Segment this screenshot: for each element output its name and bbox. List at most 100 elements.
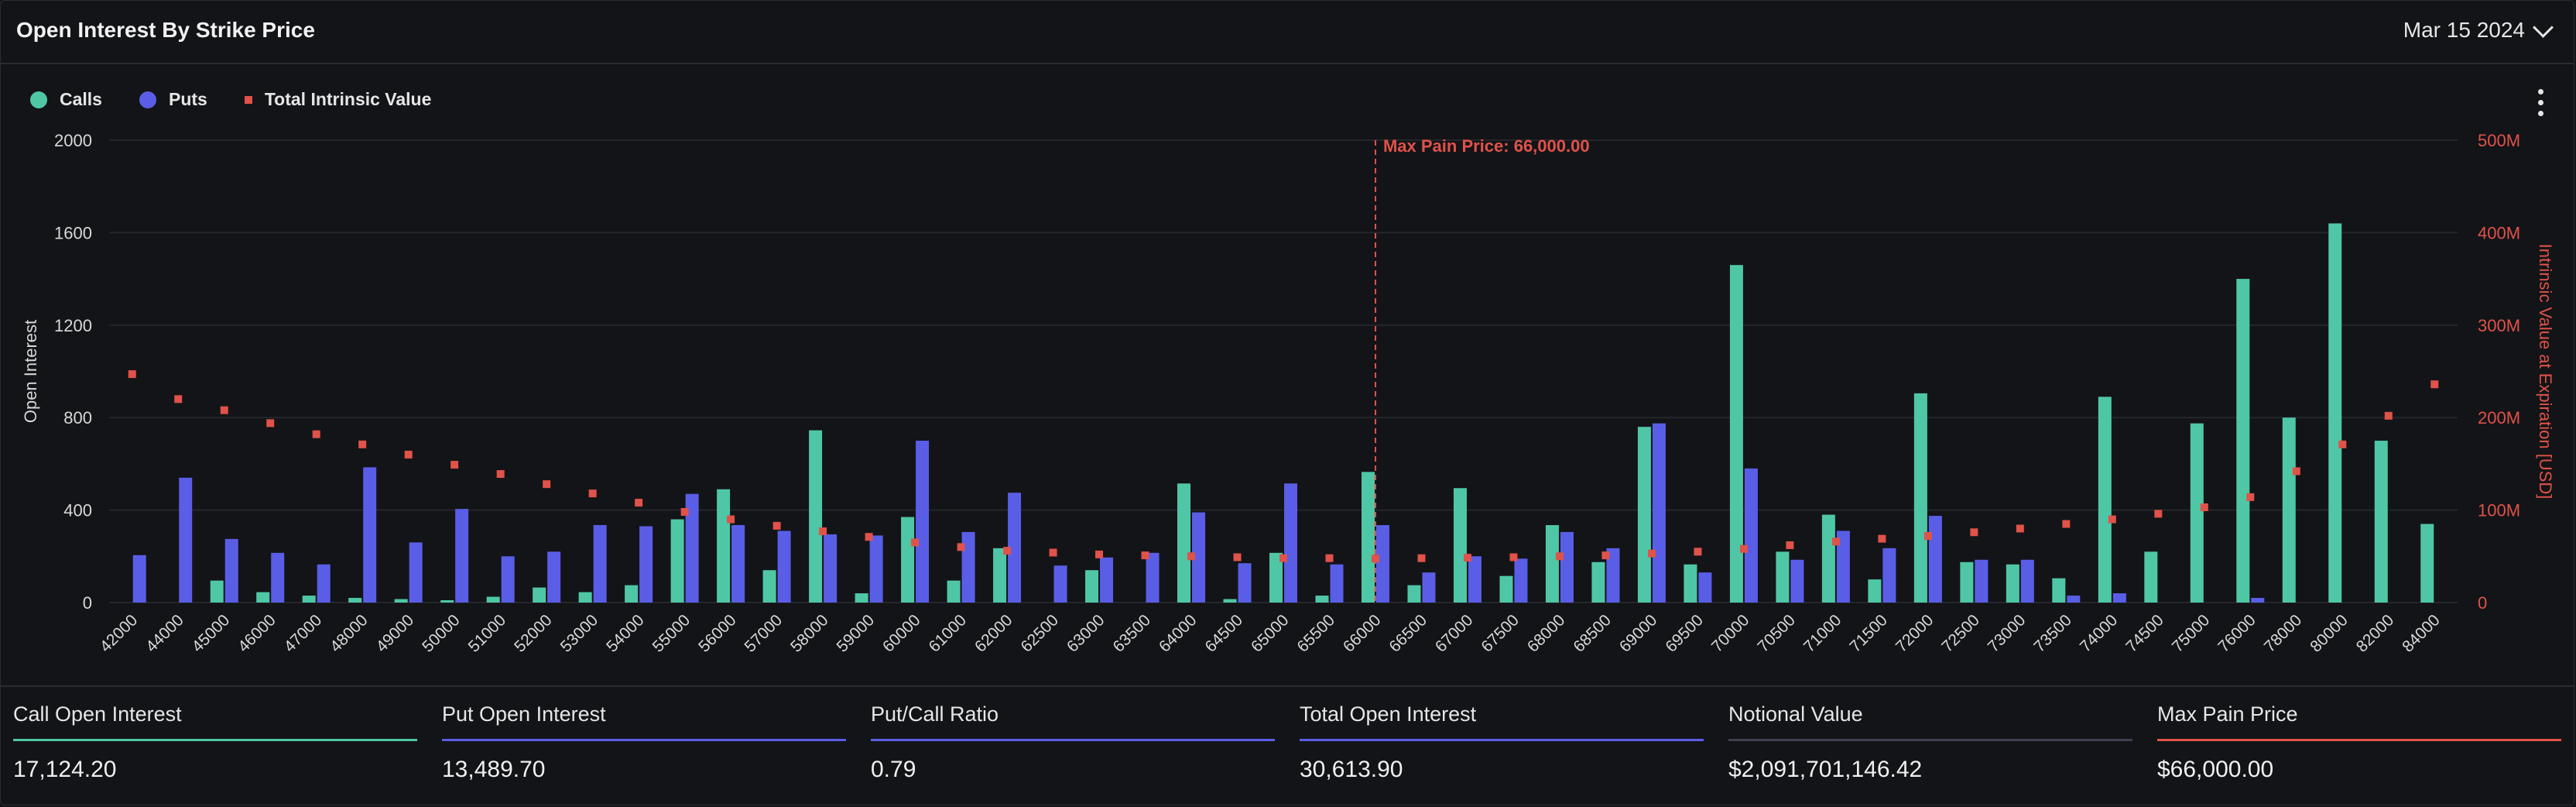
stat-value: 13,489.70: [442, 757, 546, 782]
summary-stats: Call Open Interest 17,124.20 Put Open In…: [1, 685, 2574, 806]
legend-puts-label: Puts: [168, 89, 207, 109]
intrinsic-value-point: [1647, 549, 1656, 558]
call-bar: [1776, 551, 1790, 603]
x-tick-label: 74000: [2077, 611, 2122, 656]
call-bar: [1315, 596, 1329, 603]
x-tick-label: 67500: [1478, 611, 1523, 656]
x-tick-label: 62500: [1018, 611, 1063, 656]
put-bar: [1422, 572, 1436, 603]
x-tick-label: 49000: [373, 611, 418, 656]
call-bar: [578, 592, 592, 603]
x-tick-label: 56000: [695, 611, 740, 656]
stat-underline: [1728, 739, 2132, 741]
call-bar: [1177, 483, 1191, 603]
put-bar: [1192, 512, 1206, 603]
legend-calls[interactable]: Calls: [30, 89, 102, 110]
stat-underline: [442, 739, 846, 741]
intrinsic-value-point: [588, 489, 597, 498]
y2-tick-label: 100M: [2478, 501, 2520, 520]
put-bar: [1698, 572, 1712, 603]
put-bar: [1975, 559, 1989, 603]
stat-label: Total Open Interest: [1300, 702, 1477, 726]
call-bar: [1545, 525, 1559, 603]
stat-label: Max Pain Price: [2157, 702, 2298, 726]
legend-intrinsic-value[interactable]: Total Intrinsic Value: [244, 89, 431, 110]
put-bar: [317, 564, 331, 603]
call-bar: [1223, 599, 1237, 603]
x-tick-label: 52000: [511, 611, 556, 656]
call-bar: [1913, 393, 1927, 603]
intrinsic-value-point: [2430, 380, 2439, 389]
intrinsic-value-point: [312, 430, 320, 438]
put-bar: [639, 526, 653, 603]
calls-dot-icon: [30, 91, 47, 108]
put-bar: [1836, 531, 1850, 603]
intrinsic-value-point: [2016, 524, 2024, 533]
x-tick-label: 69000: [1616, 611, 1661, 656]
y2-tick-label: 300M: [2478, 316, 2520, 335]
x-tick-label: 72500: [1938, 611, 1983, 656]
intrinsic-value-point: [543, 480, 551, 489]
x-tick-label: 76000: [2215, 611, 2259, 656]
intrinsic-value-point: [1555, 552, 1564, 561]
put-bar: [179, 477, 193, 603]
call-bar: [1821, 514, 1835, 603]
x-tick-label: 78000: [2261, 611, 2306, 656]
put-bar: [363, 467, 377, 603]
x-tick-label: 82000: [2353, 611, 2398, 656]
x-tick-label: 80000: [2307, 611, 2352, 656]
x-tick-label: 55000: [649, 611, 694, 656]
put-bar: [777, 531, 791, 603]
legend-puts[interactable]: Puts: [139, 89, 207, 110]
x-tick-label: 70000: [1708, 611, 1753, 656]
call-bar: [1085, 570, 1099, 603]
put-bar: [455, 509, 469, 603]
chevron-down-icon: [2533, 16, 2554, 38]
expiry-date-select[interactable]: Mar 15 2024: [2403, 16, 2554, 43]
intrinsic-square-icon: [244, 95, 252, 104]
call-bar: [901, 517, 915, 603]
call-bar: [762, 570, 776, 603]
stat-value: 17,124.20: [13, 757, 117, 782]
call-bar: [2006, 564, 2019, 603]
y-tick-label: 800: [63, 408, 92, 428]
x-tick-label: 57000: [742, 611, 786, 656]
put-bar: [1053, 565, 1067, 603]
intrinsic-value-point: [2154, 510, 2163, 518]
intrinsic-value-point: [772, 521, 781, 530]
x-tick-label: 47000: [281, 611, 326, 656]
call-bar: [1499, 575, 1513, 603]
put-bar: [409, 542, 423, 603]
y2-tick-label: 200M: [2478, 408, 2520, 428]
x-tick-label: 66000: [1340, 611, 1385, 656]
intrinsic-value-point: [1325, 554, 1334, 562]
x-tick-label: 74500: [2122, 611, 2167, 656]
x-tick-label: 73000: [1985, 611, 2030, 656]
intrinsic-value-point: [1694, 548, 1702, 556]
stat-underline: [1300, 739, 1704, 741]
put-bar: [1652, 423, 1666, 603]
x-tick-label: 71000: [1800, 611, 1845, 656]
legend-calls-label: Calls: [60, 89, 102, 109]
call-bar: [2190, 423, 2204, 603]
stat-total-open-interest: Total Open Interest 30,613.90: [1300, 702, 1704, 783]
intrinsic-value-point: [1417, 554, 1426, 562]
call-bar: [855, 593, 868, 603]
x-tick-label: 64500: [1201, 611, 1246, 656]
intrinsic-value-point: [1049, 548, 1057, 557]
y-tick-label: 1600: [54, 223, 92, 242]
call-bar: [1361, 472, 1375, 603]
intrinsic-value-point: [2292, 467, 2300, 476]
x-tick-label: 71500: [1846, 611, 1891, 656]
call-bar: [1868, 579, 1882, 603]
x-tick-label: 51000: [465, 611, 510, 656]
intrinsic-value-point: [1095, 550, 1104, 558]
put-bar: [869, 535, 883, 603]
intrinsic-value-point: [1141, 551, 1149, 560]
x-tick-label: 68000: [1524, 611, 1569, 656]
put-bar: [1514, 558, 1528, 603]
call-bar: [348, 598, 362, 603]
stat-value: 0.79: [871, 757, 916, 782]
more-options-icon[interactable]: [2538, 89, 2546, 116]
